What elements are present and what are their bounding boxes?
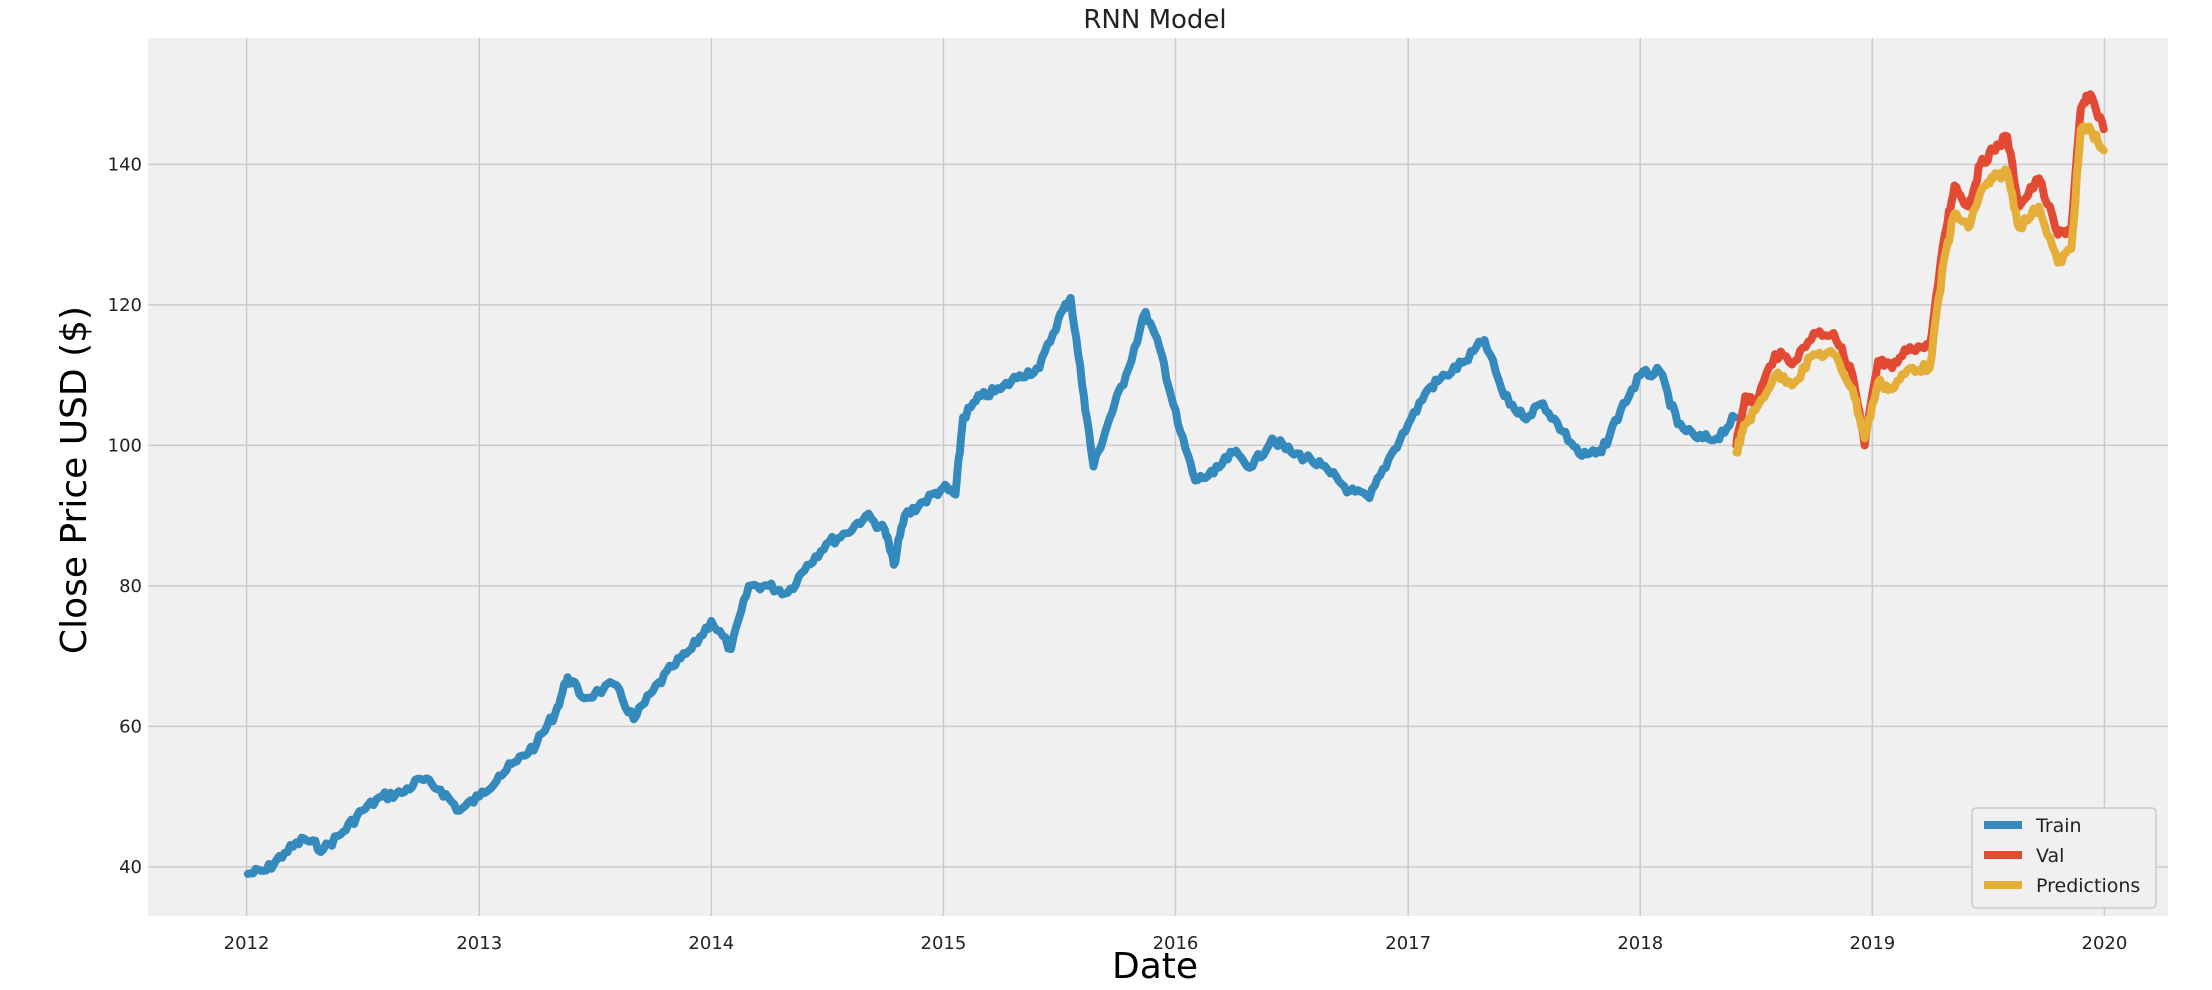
series-line-train: [243, 293, 1739, 878]
plot-area: [148, 38, 2168, 916]
y-axis-label: Close Price USD ($): [54, 306, 95, 654]
legend-label-predictions: Predictions: [2036, 875, 2140, 897]
x-tick-label: 2017: [1385, 933, 1431, 954]
x-tick-label: 2012: [224, 933, 270, 954]
x-tick-label: 2019: [1849, 933, 1895, 954]
x-tick-label: 2016: [1153, 933, 1199, 954]
y-tick-label: 140: [108, 154, 142, 175]
tick-labels: 2012 2013 2014 2015 2016 2017 2018 2019 2020 40 60…: [108, 154, 2128, 954]
x-tick-label: 2014: [688, 933, 734, 954]
y-tick-label: 40: [119, 857, 142, 878]
y-tick-label: 80: [119, 576, 142, 597]
x-tick-label: 2015: [921, 933, 967, 954]
series-layer: [243, 90, 2108, 878]
x-tick-label: 2018: [1617, 933, 1663, 954]
y-tick-label: 100: [108, 435, 142, 456]
y-tick-label: 120: [108, 295, 142, 316]
x-tick-label: 2013: [456, 933, 502, 954]
legend: Train Val Predictions: [1971, 807, 2157, 909]
legend-label-train: Train: [2035, 815, 2082, 837]
x-tick-label: 2020: [2082, 933, 2128, 954]
x-axis-label: Date: [1112, 946, 1198, 987]
legend-label-val: Val: [2036, 845, 2064, 867]
y-tick-label: 60: [119, 716, 142, 737]
grid-lines: [148, 38, 2168, 916]
chart-title: RNN Model: [1083, 5, 1226, 35]
series-line-predictions: [1732, 122, 2108, 457]
